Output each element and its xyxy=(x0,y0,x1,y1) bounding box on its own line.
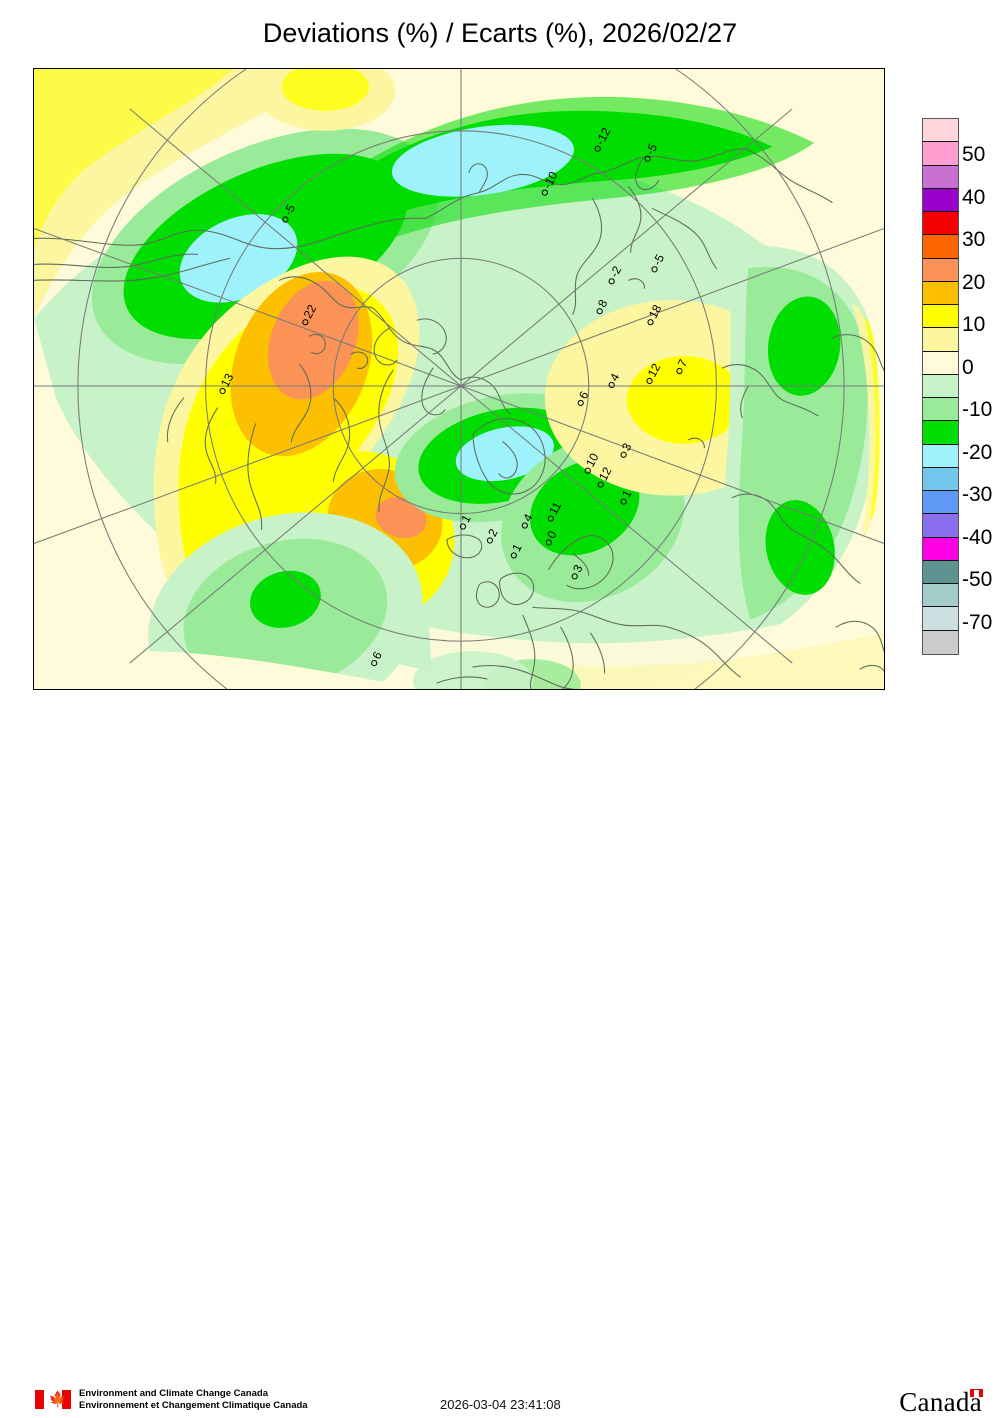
canada-flag-icon: 🍁 xyxy=(34,1389,72,1410)
colorbar-tick-label: -50 xyxy=(962,568,993,592)
eccc-org-name-fr: Environnement et Changement Climatique C… xyxy=(79,1399,308,1411)
station-value-label: 22 xyxy=(301,302,320,321)
colorbar-band xyxy=(923,374,958,398)
colorbar-tick-label: -30 xyxy=(962,483,993,507)
station-marker-icon xyxy=(646,377,653,385)
station-observation: 12 xyxy=(596,464,615,488)
page-title: Deviations (%) / Ecarts (%), 2026/02/27 xyxy=(262,18,738,48)
station-marker-icon xyxy=(459,523,467,530)
station-marker-icon xyxy=(486,537,494,544)
station-marker-icon xyxy=(608,278,615,285)
colorbar-band xyxy=(923,119,958,143)
footer: 🍁 Environment and Climate Change Canada … xyxy=(0,690,1000,1417)
station-marker-icon xyxy=(219,387,226,395)
station-marker-icon xyxy=(282,216,289,223)
station-observation: 10 xyxy=(583,451,602,474)
station-observation: 13 xyxy=(218,371,237,395)
colorbar-band xyxy=(923,607,958,631)
station-marker-icon xyxy=(597,481,604,488)
station-value-label: 12 xyxy=(596,464,615,483)
colorbar-band xyxy=(923,328,958,352)
colorbar-tick-label: 20 xyxy=(962,270,986,294)
colorbar-band xyxy=(923,630,958,654)
station-value-label: 10 xyxy=(583,451,602,470)
station-marker-icon xyxy=(547,515,554,522)
graticule-layer xyxy=(34,69,884,689)
colorbar-band xyxy=(923,444,958,468)
colorbar-tick-label: -20 xyxy=(962,440,993,464)
colorbar-band xyxy=(923,235,958,259)
colorbar-band xyxy=(923,514,958,538)
colorbar-band xyxy=(923,165,958,189)
station-marker-icon xyxy=(584,467,591,474)
colorbar-tick-label: 40 xyxy=(962,185,986,209)
station-marker-icon xyxy=(545,539,552,546)
station-observation: 12 xyxy=(645,361,664,385)
station-observation: 22 xyxy=(301,302,320,326)
colorbar-tick-label: 10 xyxy=(962,313,986,337)
colorbar-band xyxy=(923,421,958,445)
station-marker-icon xyxy=(608,381,615,389)
colorbar-band xyxy=(923,281,958,305)
station-marker-icon xyxy=(651,266,658,273)
colorbar-tick-label: 0 xyxy=(962,355,974,379)
station-value-label: 13 xyxy=(218,371,237,390)
contour-fill-layer xyxy=(34,69,884,689)
colorbar-band xyxy=(923,537,958,561)
station-marker-icon xyxy=(541,189,548,196)
station-observation: 18 xyxy=(646,302,665,326)
station-marker-icon xyxy=(510,552,517,559)
colorbar-tick-label: 30 xyxy=(962,228,986,252)
colorbar-band xyxy=(923,398,958,422)
station-marker-icon xyxy=(371,659,378,667)
eccc-logo: 🍁 Environment and Climate Change Canada … xyxy=(34,1388,308,1411)
canada-wordmark: Canada xyxy=(899,1387,983,1418)
station-value-label: 18 xyxy=(646,302,665,321)
colorbar-band xyxy=(923,212,958,236)
colorbar-band xyxy=(923,258,958,282)
anomaly-contour-map: -5-12-10-5-2-58 1871246221310123111042113… xyxy=(34,69,884,689)
station-marker-icon xyxy=(620,451,627,458)
wordmark-flag-icon xyxy=(970,1389,983,1397)
map-panel: -5 -12 -10 -5 -2 -5 8 18 7 12 4 6 22 13 10 12 3 1 11 0 4 2 1 1 3… xyxy=(33,68,885,690)
generation-timestamp: 2026-03-04 23:41:08 xyxy=(440,1397,561,1412)
station-marker-icon xyxy=(676,367,683,375)
colorbar-band xyxy=(923,142,958,166)
station-marker-icon xyxy=(620,498,627,505)
station-marker-icon xyxy=(521,522,528,529)
colorbar-tick-label: -70 xyxy=(962,610,993,634)
station-marker-icon xyxy=(571,573,578,580)
station-value-label: 12 xyxy=(645,361,664,380)
coastline-layer xyxy=(34,148,884,689)
station-marker-icon xyxy=(596,308,603,315)
colorbar-tick-label: -10 xyxy=(962,398,993,422)
colorbar-tick-label: -40 xyxy=(962,525,993,549)
colorbar-band xyxy=(923,584,958,608)
station-marker-icon xyxy=(302,319,309,326)
station-marker-icon xyxy=(647,319,654,326)
station-marker-icon xyxy=(644,155,651,162)
colorbar-tick-label: 50 xyxy=(962,143,986,167)
colorbar-band xyxy=(923,188,958,212)
eccc-org-name-en: Environment and Climate Change Canada xyxy=(79,1388,268,1399)
station-observation-layer: -5-12-10-5-2-58 1871246221310123111042113… xyxy=(218,125,690,667)
eccc-org-name: Environment and Climate Change Canada En… xyxy=(79,1388,308,1411)
station-marker-icon xyxy=(594,145,601,152)
station-marker-icon xyxy=(577,399,584,407)
colorbar-band xyxy=(923,560,958,584)
colorbar-band xyxy=(923,491,958,515)
colorbar xyxy=(922,118,959,655)
colorbar-band xyxy=(923,305,958,329)
colorbar-band xyxy=(923,351,958,375)
colorbar-tick-labels: 50 40 30 20 10 0 -10 -20 -30 -40 -50 -70 xyxy=(962,118,1000,655)
colorbar-band xyxy=(923,467,958,491)
